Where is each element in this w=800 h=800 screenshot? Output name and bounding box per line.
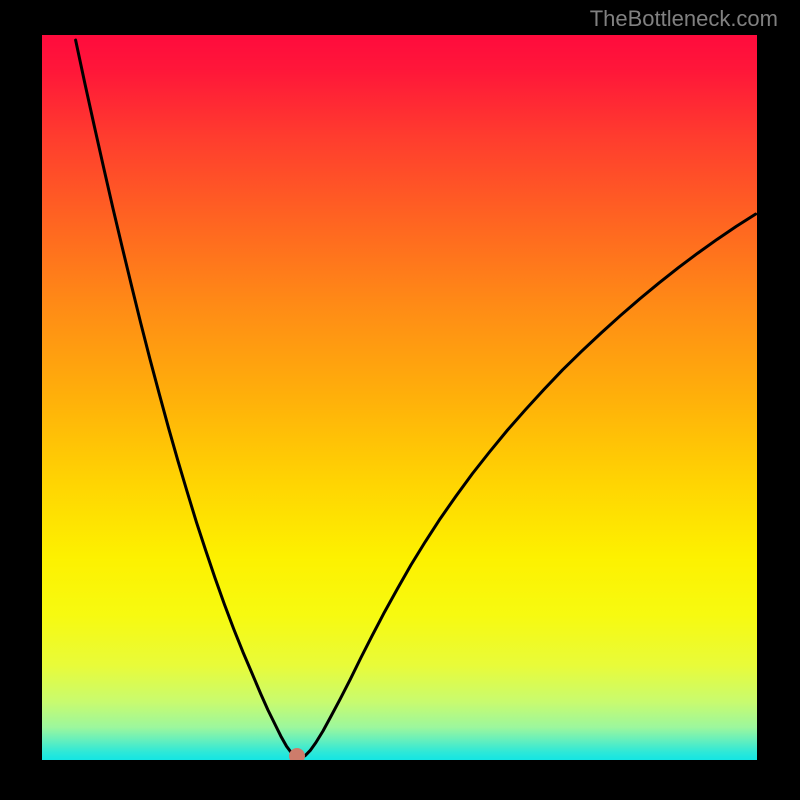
optimum-marker (289, 748, 305, 760)
chart-stage: TheBottleneck.com (0, 0, 800, 800)
attribution-text: TheBottleneck.com (590, 6, 778, 32)
plot-area (42, 35, 757, 760)
bottleneck-curve (42, 35, 757, 760)
